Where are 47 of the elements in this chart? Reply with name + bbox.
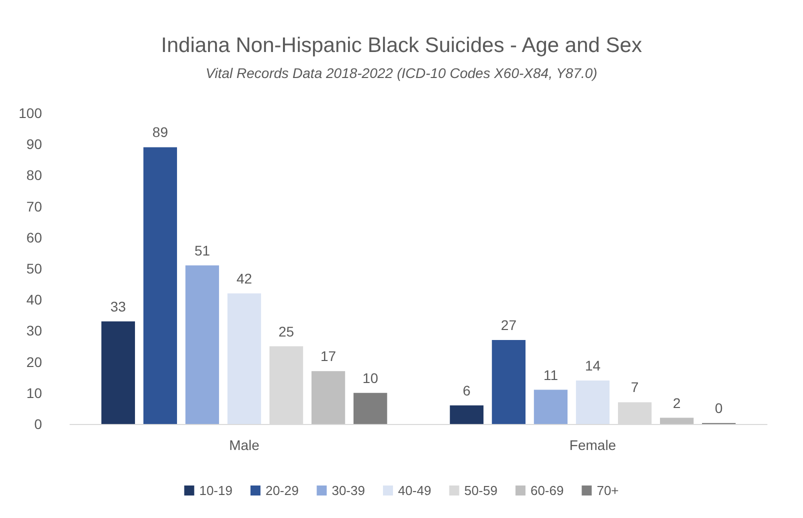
data-label: 0 (714, 400, 723, 416)
bar (101, 321, 135, 424)
y-tick-label: 70 (26, 198, 42, 214)
y-tick-label: 100 (18, 105, 42, 121)
data-label: 27 (500, 317, 517, 334)
data-label: 42 (236, 270, 252, 286)
data-label: 17 (320, 348, 336, 364)
bar (492, 340, 526, 424)
y-tick-label: 40 (26, 292, 42, 308)
data-label: 89 (152, 124, 168, 140)
chart-subtitle: Vital Records Data 2018-2022 (ICD-10 Codes X60-X84, Y87.0) (206, 65, 598, 81)
bar (576, 380, 610, 424)
data-label: 7 (630, 379, 639, 396)
y-tick-label: 60 (26, 229, 42, 246)
data-label: 2 (672, 394, 681, 411)
bar (534, 390, 568, 424)
x-tick-label: Female (569, 437, 616, 453)
data-label: 33 (110, 298, 126, 314)
bar (227, 293, 262, 424)
bar (660, 418, 694, 424)
legend-label: 50-59 (464, 483, 498, 498)
legend-label: 10-19 (199, 483, 232, 498)
y-tick-label: 30 (26, 322, 42, 339)
legend-label: 40-49 (398, 483, 432, 498)
y-tick-label: 50 (26, 260, 42, 276)
data-label: 11 (543, 366, 558, 383)
bar (450, 405, 484, 424)
legend-label: 20-29 (265, 483, 299, 498)
data-label: 25 (278, 323, 294, 340)
y-tick-label: 10 (26, 384, 42, 401)
data-label: 10 (362, 370, 378, 386)
chart-title: Indiana Non-Hispanic Black Suicides - Age and Sex (161, 34, 642, 57)
bar (185, 265, 220, 424)
legend-label: 70+ (596, 483, 619, 498)
bar (354, 392, 388, 424)
x-tick-label: Male (229, 437, 260, 453)
legend-label: 30-39 (332, 483, 365, 498)
data-label: 51 (194, 242, 210, 258)
y-tick-label: 20 (26, 354, 42, 370)
y-tick-label: 0 (34, 416, 42, 432)
bar (143, 147, 178, 424)
bar (311, 371, 346, 424)
data-label: 14 (584, 357, 601, 374)
data-label: 6 (462, 382, 471, 398)
y-tick-label: 80 (26, 167, 42, 184)
y-tick-label: 90 (26, 136, 42, 152)
legend-label: 60-69 (530, 483, 564, 498)
